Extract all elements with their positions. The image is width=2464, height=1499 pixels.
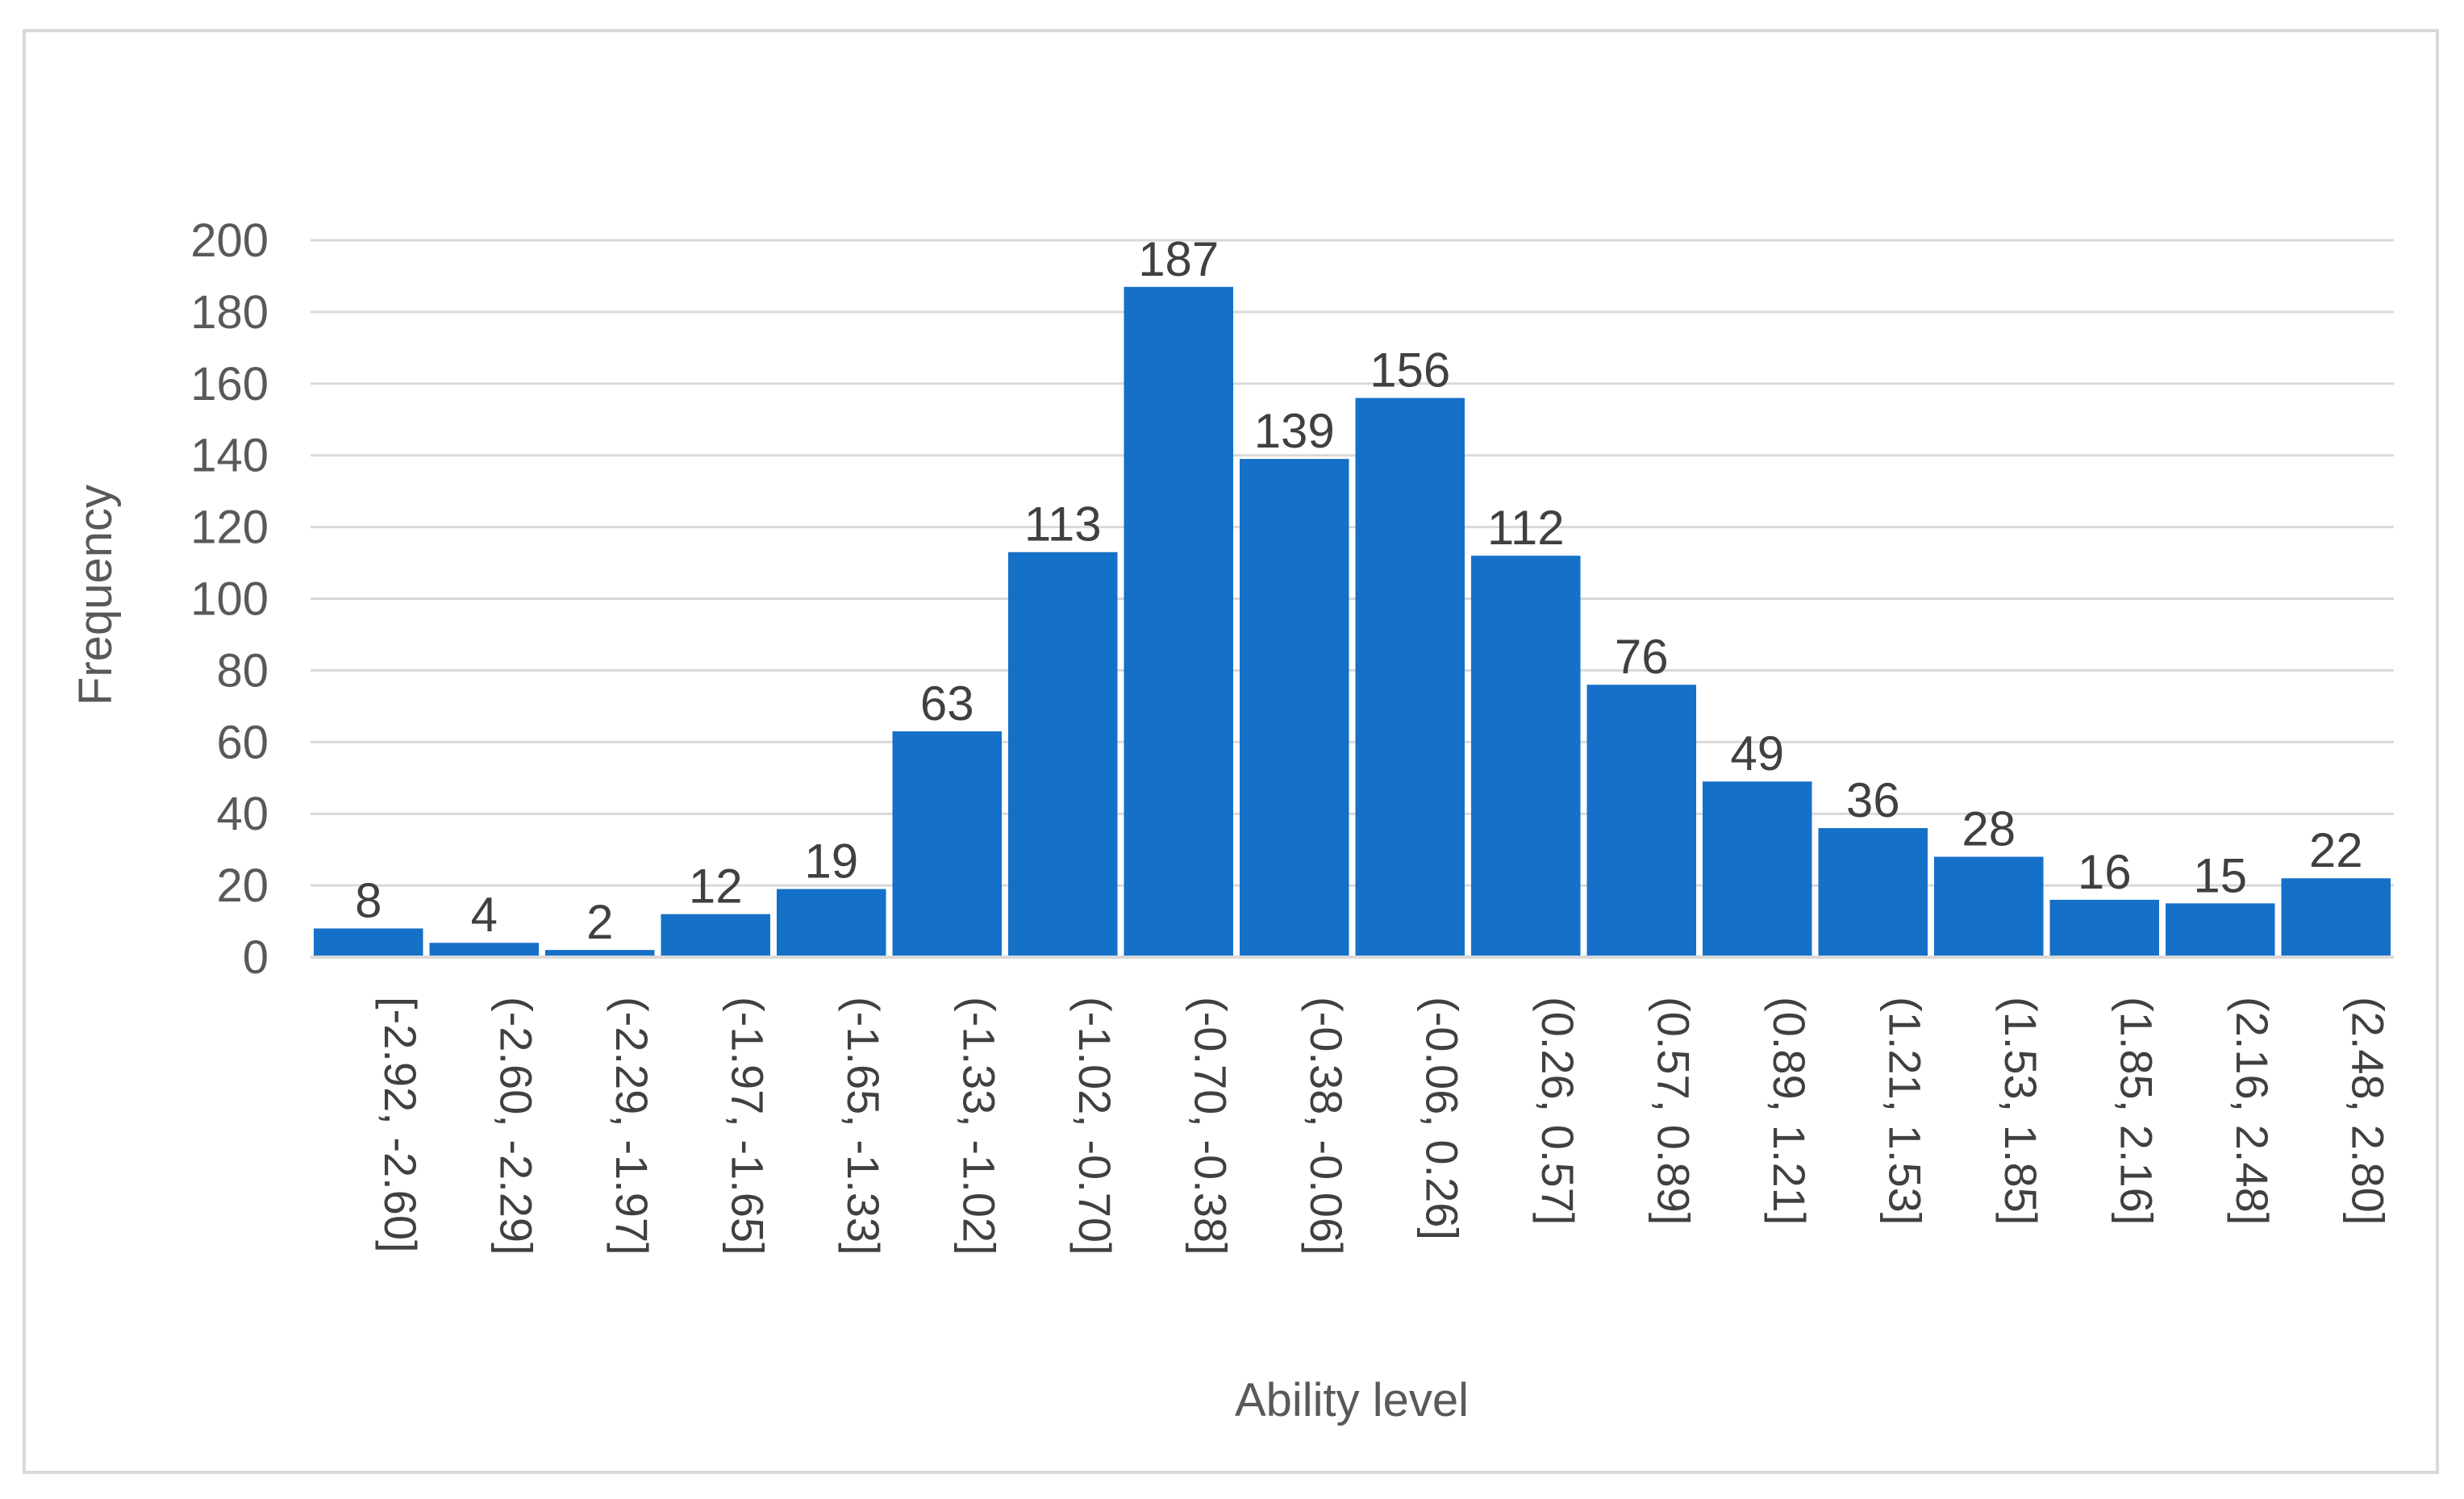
- y-tick-label: 200: [190, 214, 269, 267]
- y-tick-label: 180: [190, 286, 269, 339]
- y-tick-label: 80: [216, 644, 269, 697]
- bars: [314, 286, 2391, 958]
- x-tick-label: (-1.65, -1.33]: [838, 997, 889, 1255]
- x-tick-label: (-2.29, -1.97]: [607, 997, 657, 1255]
- y-tick-label: 20: [216, 860, 269, 912]
- bar: [1240, 459, 1349, 957]
- bar-value-label: 112: [1487, 501, 1565, 555]
- bar-value-label: 76: [1615, 630, 1669, 684]
- x-tick-label: (0.89, 1.21]: [1764, 997, 1815, 1225]
- bar: [1703, 781, 1812, 957]
- bar-value-label: 187: [1138, 232, 1219, 286]
- y-tick-label: 60: [216, 716, 269, 768]
- bar: [1124, 286, 1233, 957]
- bar-value-label: 15: [2193, 848, 2247, 902]
- y-tick-labels: 0 20 40 60 80 100 120 140 160 180 200: [190, 214, 269, 984]
- bar-value-label: 4: [471, 888, 498, 942]
- x-tick-label: (0.57, 0.89]: [1648, 997, 1699, 1225]
- bar-value-label: 19: [804, 835, 858, 889]
- bar-value-label: 113: [1024, 498, 1102, 552]
- y-tick-label: 140: [190, 430, 269, 482]
- x-tick-label: (1.21, 1.53]: [1879, 997, 1930, 1225]
- bar: [1818, 827, 1928, 957]
- x-tick-label: (-1.02, -0.70]: [1069, 997, 1120, 1255]
- bar: [1355, 398, 1465, 958]
- y-axis-title: Frequency: [69, 485, 122, 706]
- bar-value-label: 2: [586, 895, 613, 949]
- bar: [2281, 878, 2391, 957]
- x-tick-label: (0.26, 0.57]: [1532, 997, 1583, 1225]
- bar: [1586, 685, 1696, 957]
- bar-value-label: 8: [355, 873, 381, 927]
- x-tick-label: (-2.60, -2.29]: [490, 997, 541, 1255]
- bar: [661, 914, 770, 957]
- bar-value-label: 16: [2078, 845, 2132, 899]
- y-tick-label: 0: [243, 931, 269, 984]
- bar: [2166, 903, 2275, 957]
- x-tick-label: (-0.38, -0.06]: [1301, 997, 1352, 1255]
- bar-value-label: 139: [1254, 404, 1335, 458]
- bar: [545, 950, 655, 957]
- x-tick-label: (-0.70, -0.38]: [1185, 997, 1236, 1255]
- y-tick-label: 120: [190, 502, 269, 554]
- data-labels: 8 4 2 12 19 63 113 187 139 156 112 76 49 36 28 16 15 22: [355, 232, 2363, 949]
- bar-value-label: 12: [689, 860, 743, 914]
- x-tick-label: (-0.06, 0.26]: [1416, 997, 1467, 1240]
- x-tick-labels: [-2.92, -2.60] (-2.60, -2.29] (-2.29, -1.9…: [375, 997, 2394, 1255]
- gridlines: [311, 239, 2394, 887]
- bar-value-label: 63: [920, 677, 974, 731]
- bar: [1934, 856, 2044, 957]
- x-tick-label: (-1.97, -1.65]: [722, 997, 773, 1255]
- bar-value-label: 28: [1962, 802, 2016, 856]
- x-tick-label: [-2.92, -2.60]: [375, 997, 426, 1253]
- bar: [429, 943, 539, 957]
- bar: [2049, 899, 2159, 957]
- bar-value-label: 22: [2309, 823, 2363, 877]
- bar-value-label: 36: [1846, 773, 1900, 827]
- bar: [1008, 552, 1118, 957]
- x-axis-title: Ability level: [1235, 1374, 1469, 1426]
- y-tick-label: 40: [216, 788, 269, 840]
- bar: [777, 889, 886, 957]
- x-tick-label: (1.53, 1.85]: [1995, 997, 2046, 1225]
- bar: [1471, 556, 1581, 957]
- bar-value-label: 156: [1370, 344, 1450, 398]
- x-tick-label: (2.48, 2.80]: [2342, 997, 2393, 1225]
- bar: [892, 731, 1002, 957]
- y-tick-label: 100: [190, 573, 269, 626]
- bar: [314, 928, 423, 957]
- bar-value-label: 49: [1730, 727, 1784, 781]
- y-tick-label: 160: [190, 358, 269, 410]
- x-tick-label: (-1.33, -1.02]: [953, 997, 1004, 1255]
- x-tick-label: (2.16, 2.48]: [2227, 997, 2278, 1225]
- x-tick-label: (1.85, 2.16]: [2111, 997, 2162, 1225]
